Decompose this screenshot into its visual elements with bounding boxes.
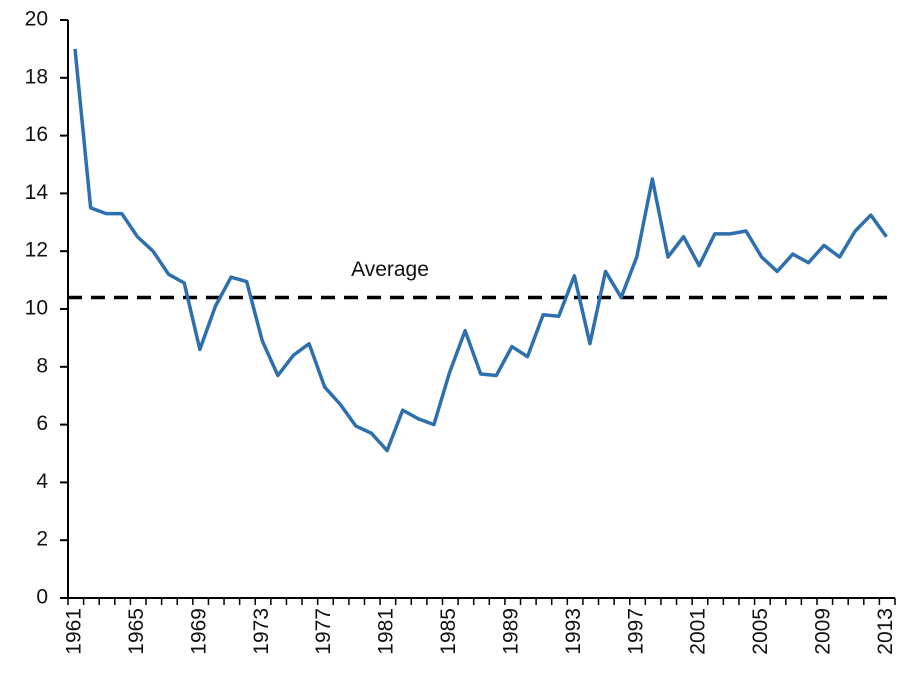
y-tick-label: 16 <box>25 123 48 146</box>
x-tick-label: 2005 <box>749 608 772 655</box>
x-tick-label: 1961 <box>63 608 86 655</box>
x-tick-label: 1969 <box>187 608 210 655</box>
y-tick-label: 6 <box>36 412 48 435</box>
y-tick-label: 20 <box>25 8 48 31</box>
x-tick-label: 1997 <box>624 608 647 655</box>
x-tick-label: 2013 <box>874 608 897 655</box>
y-tick-label: 10 <box>25 297 48 320</box>
x-tick-label: 2009 <box>812 608 835 655</box>
x-tick-label: 1981 <box>375 608 398 655</box>
y-tick-label: 8 <box>36 354 48 377</box>
data-line <box>73 48 888 453</box>
x-tick-label: 1965 <box>125 608 148 655</box>
y-tick-label: 14 <box>25 181 49 204</box>
y-tick-label: 12 <box>25 239 48 262</box>
x-tick-label: 1993 <box>562 608 585 655</box>
x-tick-label: 1973 <box>250 608 273 655</box>
y-tick-label: 2 <box>36 528 48 551</box>
x-tick-label: 1985 <box>437 608 460 655</box>
x-tick-label: 1989 <box>499 608 522 655</box>
y-tick-label: 0 <box>36 586 48 609</box>
average-label: Average <box>351 258 429 281</box>
y-tick-label: 18 <box>25 65 48 88</box>
x-tick-label: 2001 <box>687 608 710 655</box>
x-tick-label: 1977 <box>312 608 335 655</box>
y-tick-label: 4 <box>36 470 48 493</box>
